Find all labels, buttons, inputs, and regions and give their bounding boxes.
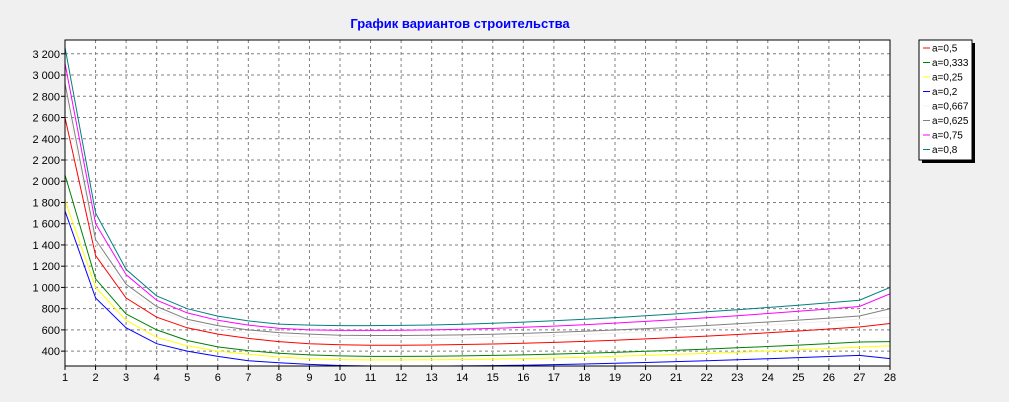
y-tick-label: 1 600 — [32, 219, 60, 231]
y-tick-label: 3 000 — [32, 70, 60, 82]
x-tick-label: 18 — [578, 372, 590, 384]
series-line-0 — [65, 117, 890, 346]
plot-area — [65, 40, 890, 366]
axes: 1 2 3 4 5 6 7 8 9 10 11 12 13 14 15 16 17 18 19 20 21 22 23 24 2… — [32, 39, 896, 384]
x-tick-label: 9 — [306, 372, 312, 384]
x-tick-label: 19 — [609, 372, 621, 384]
x-tick-label: 17 — [548, 372, 560, 384]
y-tick-label: 2 000 — [32, 176, 60, 188]
x-tick-label: 16 — [517, 372, 529, 384]
legend-label: a=0,25 — [932, 73, 963, 84]
legend-label: a=0,333 — [932, 58, 969, 69]
y-tick-label: 2 600 — [32, 113, 60, 125]
x-tick-label: 10 — [334, 372, 346, 384]
y-tick-label: 3 200 — [32, 49, 60, 61]
x-tick-label: 25 — [792, 372, 804, 384]
x-tick-label: 14 — [456, 372, 468, 384]
x-tick-label: 7 — [245, 372, 251, 384]
x-tick-label: 12 — [395, 372, 407, 384]
x-tick-label: 6 — [215, 372, 221, 384]
x-tick-label: 3 — [123, 372, 129, 384]
y-tick-label: 1 000 — [32, 282, 60, 294]
grid — [65, 40, 890, 366]
x-tick-label: 23 — [731, 372, 743, 384]
x-tick-label: 20 — [639, 372, 651, 384]
x-tick-label: 11 — [365, 372, 376, 384]
legend-label: a=0,5 — [932, 44, 958, 55]
x-tick-label: 27 — [853, 372, 865, 384]
series-line-1 — [65, 174, 890, 357]
legend-label: a=0,625 — [932, 116, 969, 127]
y-tick-label: 1 400 — [32, 240, 60, 252]
legend-label: a=0,75 — [932, 131, 963, 142]
x-tick-label: 13 — [426, 372, 438, 384]
plot-frame — [64, 39, 891, 367]
x-tick-label: 24 — [762, 372, 774, 384]
chart-title: График вариантов строительства — [350, 16, 570, 31]
legend-box — [918, 39, 973, 161]
y-tick-label: 1 200 — [32, 261, 60, 273]
series-line-4 — [65, 93, 890, 340]
y-tick-label: 2 200 — [32, 155, 60, 167]
x-tick-label: 28 — [884, 372, 896, 384]
x-tick-label: 2 — [92, 372, 98, 384]
y-tick-label: 600 — [42, 325, 60, 337]
x-tick-label: 21 — [670, 372, 682, 384]
series-line-6 — [65, 63, 890, 331]
legend: a=0,5 a=0,333 a=0,25 a=0,2 a=0,667 a=0,625 a=0… — [918, 39, 975, 163]
y-tick-label: 2 400 — [32, 134, 60, 146]
legend-label: a=0,667 — [932, 102, 969, 113]
y-tick-label: 1 800 — [32, 197, 60, 209]
x-tick-label: 22 — [701, 372, 713, 384]
series-line-7 — [65, 47, 890, 327]
legend-label: a=0,2 — [932, 87, 958, 98]
y-tick-label: 2 800 — [32, 91, 60, 103]
x-tick-label: 1 — [62, 372, 68, 384]
legend-label: a=0,8 — [932, 145, 958, 156]
x-tick-label: 26 — [823, 372, 835, 384]
x-tick-label: 15 — [487, 372, 499, 384]
x-tick-label: 5 — [184, 372, 190, 384]
series-line-5 — [65, 83, 890, 336]
y-tick-label: 400 — [42, 346, 60, 358]
x-tick-label: 8 — [276, 372, 282, 384]
y-tick-label: 800 — [42, 304, 60, 316]
series-line-2 — [65, 200, 890, 361]
x-tick-label: 4 — [154, 372, 160, 384]
